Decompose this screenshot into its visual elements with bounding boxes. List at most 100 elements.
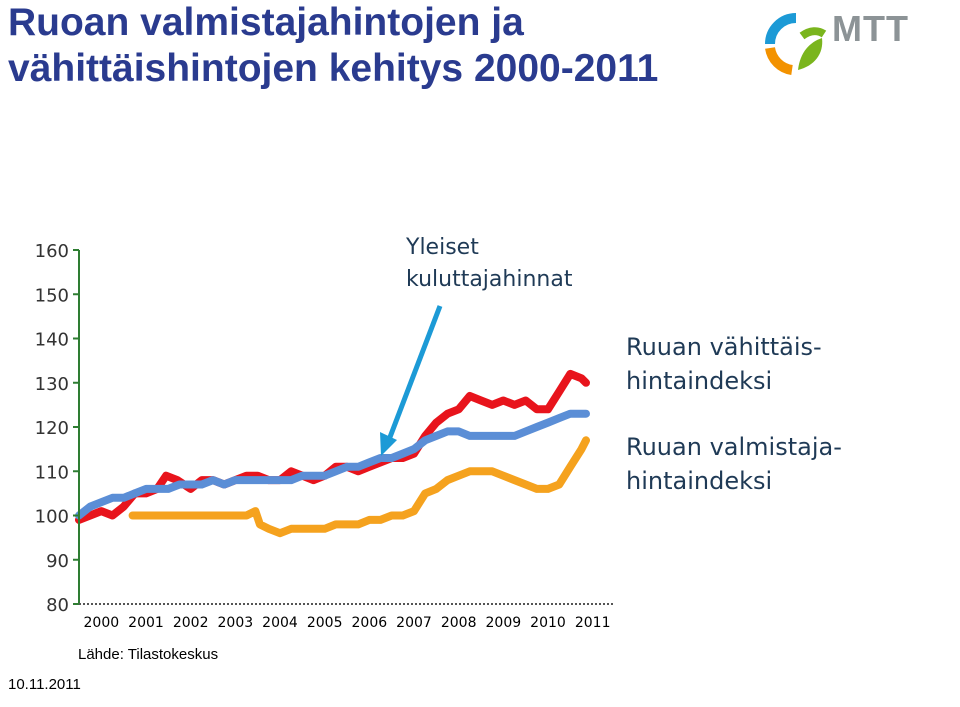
y-tick-label: 140 — [35, 330, 69, 351]
data-point-general — [321, 472, 329, 480]
data-point-producer — [298, 525, 306, 533]
data-point-producer — [555, 481, 563, 488]
data-point-producer — [243, 512, 250, 519]
data-point-general — [176, 481, 183, 488]
data-point-producer — [310, 525, 317, 533]
producer-index-line-2: hintaindeksi — [626, 467, 773, 495]
logo-blue-arc-icon — [765, 13, 797, 45]
data-point-general — [142, 485, 150, 493]
data-point-general — [511, 432, 518, 440]
data-point-producer — [421, 489, 429, 497]
x-tick-label: 2004 — [262, 615, 298, 631]
data-point-producer — [365, 516, 373, 524]
data-point-producer — [466, 467, 474, 475]
data-point-producer — [432, 485, 440, 493]
data-point-general — [432, 432, 440, 440]
data-point-producer — [511, 476, 518, 484]
data-point-retail — [544, 405, 552, 413]
x-tick-label: 2010 — [530, 615, 566, 631]
data-point-general — [466, 432, 474, 440]
data-point-producer — [332, 520, 340, 528]
data-point-producer — [164, 512, 172, 519]
data-point-producer — [220, 512, 228, 519]
data-point-retail — [582, 379, 590, 387]
series-line-retail — [75, 369, 590, 524]
data-point-general — [455, 427, 463, 435]
data-point-general — [209, 476, 217, 484]
data-point-retail — [432, 419, 440, 427]
y-tick-label: 150 — [35, 285, 69, 306]
y-tick-label: 90 — [46, 551, 69, 572]
data-point-retail — [444, 410, 451, 418]
x-tick-label: 2003 — [218, 615, 254, 631]
data-point-producer — [231, 512, 239, 519]
data-point-producer — [377, 516, 384, 524]
data-point-producer — [499, 472, 507, 480]
data-point-producer — [142, 512, 150, 519]
data-point-general — [86, 503, 94, 511]
data-point-producer — [544, 485, 552, 493]
data-point-general — [287, 476, 295, 484]
data-point-general — [499, 432, 507, 440]
data-point-producer — [582, 436, 590, 444]
data-point-retail — [97, 507, 105, 515]
data-point-retail — [488, 401, 496, 409]
data-point-retail — [455, 405, 463, 413]
data-point-producer — [198, 512, 206, 519]
data-point-general — [298, 472, 306, 480]
data-point-producer — [578, 445, 585, 453]
data-point-producer — [321, 525, 329, 533]
y-tick-label: 100 — [35, 507, 69, 528]
y-tick-label: 120 — [35, 418, 69, 439]
data-point-general — [231, 476, 239, 484]
data-point-general — [477, 432, 485, 440]
data-point-retail — [499, 397, 507, 404]
x-tick-label: 2007 — [396, 615, 432, 631]
data-point-general — [265, 476, 273, 484]
mtt-logo — [765, 13, 827, 75]
x-tick-label: 2008 — [441, 615, 477, 631]
x-tick-label: 2009 — [486, 615, 522, 631]
data-point-general — [410, 445, 418, 453]
logo-green-leaf-icon — [798, 38, 823, 70]
retail-index-line-1: Ruuan vähittäis- — [626, 333, 822, 361]
data-point-producer — [129, 512, 137, 519]
x-tick-label: 2005 — [307, 615, 343, 631]
data-point-producer — [488, 467, 496, 475]
data-point-general — [220, 481, 228, 488]
general-prices-annotation: Yleiset kuluttajahinnat — [406, 232, 572, 296]
data-point-general — [254, 476, 262, 484]
y-tick-label: 130 — [35, 374, 69, 395]
data-point-retail — [566, 370, 574, 378]
data-point-retail — [522, 397, 530, 404]
data-point-producer — [251, 507, 259, 515]
retail-index-line-2: hintaindeksi — [626, 367, 773, 395]
data-point-producer — [153, 512, 161, 519]
data-point-retail — [287, 467, 295, 475]
data-point-general — [582, 410, 590, 418]
data-point-general — [343, 463, 351, 471]
data-point-producer — [265, 525, 273, 533]
producer-index-line-1: Ruuan valmistaja- — [626, 433, 842, 461]
data-point-producer — [477, 467, 485, 475]
x-tick-label: 2000 — [84, 615, 120, 631]
data-point-producer — [410, 507, 418, 515]
data-point-general — [533, 423, 541, 431]
data-point-general — [153, 485, 161, 493]
data-point-general — [522, 427, 530, 435]
data-point-general — [198, 481, 206, 488]
arrow-annotation — [380, 305, 443, 456]
x-tick-label: 2002 — [173, 615, 209, 631]
data-point-producer — [343, 520, 351, 528]
data-point-retail — [162, 472, 170, 480]
data-point-producer — [287, 525, 295, 533]
data-point-general — [421, 436, 429, 444]
data-point-retail — [109, 512, 116, 519]
data-point-general — [332, 467, 340, 475]
data-point-producer — [256, 520, 264, 528]
data-point-general — [120, 494, 128, 502]
data-point-producer — [187, 512, 195, 519]
data-point-retail — [120, 503, 128, 511]
y-tick-label: 110 — [35, 462, 69, 483]
